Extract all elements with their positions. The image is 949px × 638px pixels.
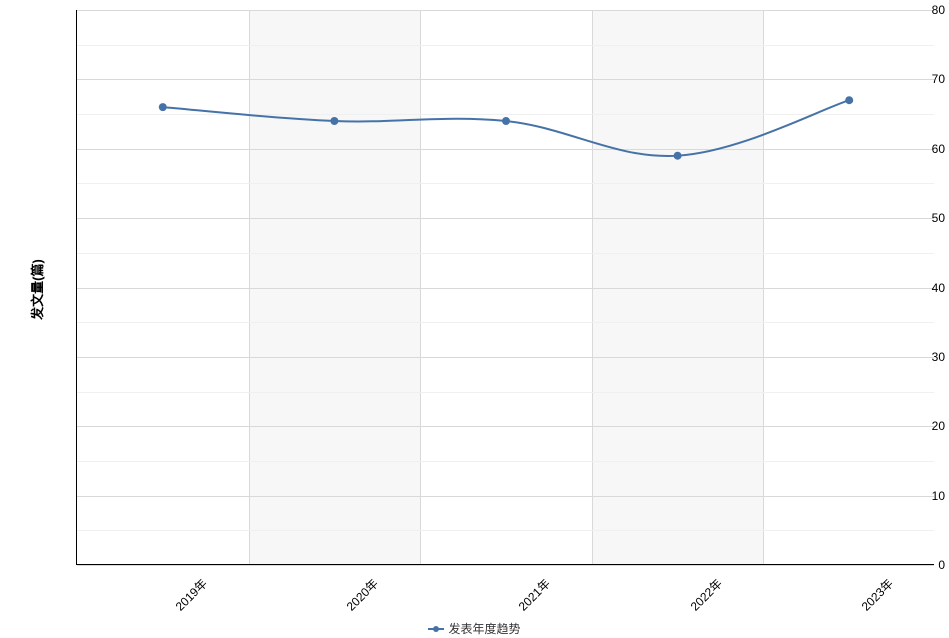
series-marker[interactable] bbox=[330, 117, 338, 125]
x-tick-label: 2023年 bbox=[858, 575, 897, 614]
series-marker[interactable] bbox=[674, 152, 682, 160]
legend-label: 发表年度趋势 bbox=[448, 620, 520, 637]
series-line bbox=[163, 100, 849, 156]
y-tick-label: 80 bbox=[875, 3, 945, 17]
y-axis-title: 发文量(篇) bbox=[27, 259, 46, 320]
y-tick-label: 10 bbox=[875, 489, 945, 503]
series-marker[interactable] bbox=[159, 103, 167, 111]
y-tick-label: 60 bbox=[875, 142, 945, 156]
series-marker[interactable] bbox=[845, 96, 853, 104]
y-tick-label: 50 bbox=[875, 211, 945, 225]
y-tick-label: 40 bbox=[875, 281, 945, 295]
legend-item[interactable]: 发表年度趋势 bbox=[428, 620, 520, 637]
legend-swatch-icon bbox=[428, 623, 444, 635]
plot-area bbox=[76, 10, 934, 565]
x-tick-label: 2021年 bbox=[514, 575, 553, 614]
y-tick-label: 30 bbox=[875, 350, 945, 364]
legend: 发表年度趋势 bbox=[0, 620, 949, 638]
grid-major bbox=[77, 565, 934, 566]
series-layer bbox=[77, 10, 935, 565]
x-tick-label: 2019年 bbox=[171, 575, 210, 614]
x-tick-label: 2022年 bbox=[686, 575, 725, 614]
chart-container: 发文量(篇) 发表年度趋势 0 10 20 30 40 50 60 70 80 2019年 2020… bbox=[0, 0, 949, 638]
y-tick-label: 70 bbox=[875, 72, 945, 86]
x-tick-label: 2020年 bbox=[343, 575, 382, 614]
y-tick-label: 20 bbox=[875, 419, 945, 433]
series-marker[interactable] bbox=[502, 117, 510, 125]
y-tick-label: 0 bbox=[875, 558, 945, 572]
